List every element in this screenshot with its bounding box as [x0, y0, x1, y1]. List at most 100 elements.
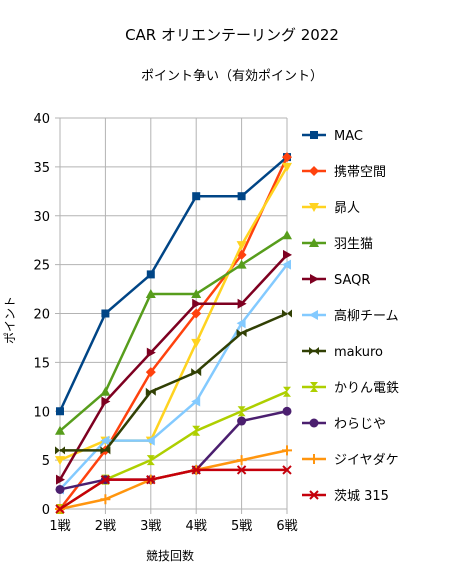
data-point [145, 387, 156, 396]
series-茨城 315 [55, 465, 292, 514]
data-point [145, 435, 155, 446]
x-tick-label: 4戦 [186, 519, 207, 534]
x-axis-label: 競技回数 [146, 548, 194, 563]
data-point [192, 298, 202, 309]
data-point [282, 259, 291, 270]
data-point [282, 162, 292, 172]
data-point [100, 474, 111, 485]
data-point [282, 152, 292, 163]
series-羽生猫 [55, 230, 292, 435]
data-point [100, 435, 110, 446]
data-point [55, 484, 65, 494]
data-point [310, 131, 318, 139]
data-point [191, 465, 201, 475]
data-point [101, 309, 110, 318]
data-point [283, 386, 291, 397]
legend-item: MAC [302, 129, 363, 144]
chart-title: CAR オリエンテーリング 2022 [125, 26, 339, 44]
series-MAC [56, 153, 291, 416]
series-makuro [55, 309, 292, 455]
data-point [310, 382, 318, 392]
data-point [236, 318, 246, 329]
data-point [191, 338, 202, 348]
data-point [237, 192, 246, 201]
data-point [191, 308, 202, 319]
data-point [145, 367, 156, 378]
y-tick-label: 20 [33, 308, 50, 323]
data-point [282, 445, 292, 456]
data-point [236, 241, 247, 251]
x-tick-label: 6戦 [276, 519, 297, 534]
x-tick-label: 1戦 [49, 519, 70, 534]
series-line [58, 156, 288, 412]
data-point [101, 396, 111, 407]
data-point [192, 425, 201, 436]
y-tick-label: 25 [33, 259, 50, 274]
legend-label: わらじや [334, 417, 386, 432]
x-tick-label: 5戦 [231, 519, 252, 534]
legend-item: かりん電鉄 [302, 381, 399, 396]
legend-label: ジイヤダケ [334, 453, 399, 468]
data-point [100, 446, 111, 455]
data-point [146, 270, 155, 279]
series-line [59, 449, 288, 511]
series-line [59, 166, 289, 462]
x-tick-labels: 1戦 2戦 3戦 4戦 5戦 6戦 [49, 519, 297, 534]
data-point [56, 474, 65, 485]
data-point [309, 310, 318, 320]
data-point [309, 347, 319, 355]
legend-item: 羽生猫 [302, 237, 373, 252]
data-point [236, 329, 247, 338]
series-lines [55, 152, 292, 514]
data-point [237, 298, 247, 309]
legend-item: 茨城 315 [302, 489, 389, 504]
series-line [59, 263, 288, 491]
y-tick-labels: 0 5 10 15 20 25 30 35 40 [33, 112, 50, 518]
y-tick-label: 35 [33, 161, 50, 176]
legend-label: 茨城 315 [334, 489, 389, 504]
legend-item: SAQR [302, 273, 370, 288]
data-point [146, 455, 155, 466]
data-point [237, 406, 246, 417]
data-point [100, 494, 111, 505]
x-tick-label: 2戦 [95, 519, 116, 534]
data-point [309, 203, 319, 212]
data-point [236, 455, 247, 466]
data-point [191, 288, 202, 298]
series-line [59, 234, 288, 432]
series-line [60, 312, 288, 452]
legend-label: 昴人 [334, 201, 360, 216]
legend-item: 昴人 [302, 201, 360, 216]
data-point [237, 416, 247, 426]
data-point [283, 249, 292, 260]
legend-label: SAQR [334, 273, 370, 288]
legend-item: makuro [302, 345, 383, 360]
data-point [282, 465, 292, 475]
legend-label: 携帯空間 [334, 164, 386, 180]
series-line [58, 253, 288, 481]
axes [55, 117, 288, 514]
y-tick-label: 5 [42, 454, 50, 469]
data-point [309, 238, 319, 247]
y-tick-label: 10 [33, 405, 50, 420]
data-point [191, 396, 201, 407]
data-point [309, 490, 319, 500]
data-point [309, 166, 319, 176]
data-point [310, 274, 319, 284]
legend-item: 携帯空間 [302, 164, 386, 180]
legend-label: かりん電鉄 [334, 381, 399, 396]
legend-item: 高柳チーム [302, 308, 399, 324]
y-tick-label: 40 [33, 112, 50, 127]
data-point [236, 259, 247, 269]
data-point [309, 454, 319, 464]
legend-item: わらじや [302, 417, 386, 432]
data-point [282, 309, 292, 318]
chart-subtitle: ポイント争い（有効ポイント） [141, 69, 323, 84]
legend-label: 高柳チーム [334, 308, 399, 324]
data-point [192, 192, 201, 201]
legend-item: ジイヤダケ [302, 453, 399, 468]
y-tick-label: 30 [33, 210, 50, 225]
data-point [146, 347, 156, 358]
